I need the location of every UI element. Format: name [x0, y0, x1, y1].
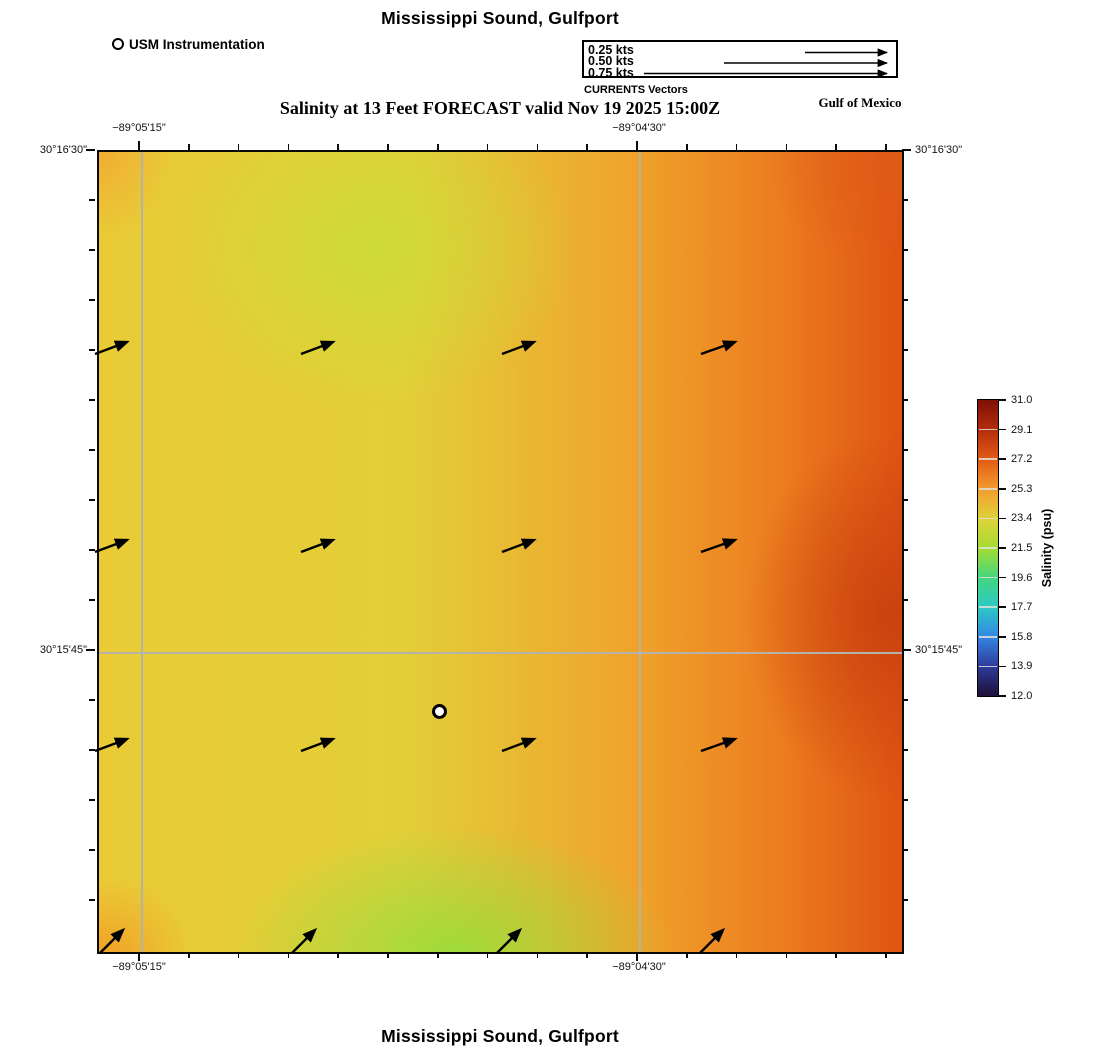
current-arrow: [94, 737, 130, 753]
current-vector-arrows: [94, 340, 738, 954]
axis-tick: [89, 249, 95, 251]
current-arrow: [700, 538, 738, 554]
colorbar-tick-label: 31.0: [1011, 394, 1033, 406]
colorbar-tick: [999, 458, 1006, 460]
axis-tick: [89, 299, 95, 301]
colorbar-tick: [999, 636, 1006, 638]
axis-tick: [89, 449, 95, 451]
legend-speed-050: 0.50 kts: [588, 54, 634, 69]
colorbar-tick-label: 19.6: [1011, 571, 1033, 584]
gridline-lat-1: [99, 652, 902, 654]
colorbar-tick: [999, 428, 1006, 431]
axis-tick: [86, 149, 95, 151]
colorbar-tick: [999, 399, 1006, 401]
current-arrow: [699, 927, 726, 954]
current-arrow: [496, 927, 523, 954]
axis-label-lon2-bottom: −89°04'30": [612, 961, 666, 973]
current-arrow: [501, 538, 537, 554]
axis-tick: [138, 141, 140, 150]
colorbar-tick-label: 27.2: [1011, 453, 1033, 466]
axis-tick: [89, 349, 95, 351]
current-arrow: [300, 737, 336, 753]
page-title: Mississippi Sound, Gulfport: [381, 8, 619, 28]
axis-label-lon1-bottom: −89°05'15": [112, 961, 166, 973]
footer-title: Mississippi Sound, Gulfport: [381, 1026, 619, 1046]
colorbar-tick: [999, 517, 1006, 520]
axis-tick: [89, 199, 95, 201]
legend-arrow-icons: [644, 48, 889, 76]
axis-tick: [89, 849, 95, 851]
current-arrow: [291, 927, 318, 954]
current-arrow: [94, 538, 130, 554]
axis-tick: [89, 799, 95, 801]
instrumentation-legend-label: USM Instrumentation: [129, 37, 265, 52]
current-arrow: [501, 340, 537, 356]
currents-vectors-caption: CURRENTS Vectors: [584, 84, 688, 96]
axis-tick: [89, 699, 95, 701]
current-arrow: [700, 340, 738, 356]
colorbar-tick-label: 25.3: [1011, 482, 1033, 495]
colorbar-tick-label: 23.4: [1011, 512, 1033, 525]
currents-legend-labels: 0.25 kts 0.50 kts 0.75 kts: [588, 43, 634, 80]
colorbar-tick: [999, 488, 1006, 490]
colorbar-level-line: [979, 576, 997, 579]
axis-label-lat2-left: 30°15'45": [39, 644, 87, 656]
current-arrow: [300, 340, 336, 356]
colorbar-level-line: [979, 636, 997, 638]
colorbar-level-line: [979, 606, 997, 608]
axis-label-lon2-top: −89°04'30": [612, 122, 666, 134]
current-arrow: [99, 927, 126, 954]
axis-label-lat1-right: 30°16'30": [915, 144, 963, 156]
current-arrow: [300, 538, 336, 554]
colorbar-tick-label: 17.7: [1011, 601, 1033, 614]
colorbar-title: Salinity (psu): [1040, 508, 1054, 588]
currents-legend-box: 0.25 kts 0.50 kts 0.75 kts: [582, 40, 898, 80]
axis-tick: [89, 599, 95, 601]
colorbar-level-line: [979, 428, 997, 431]
axis-tick: [86, 649, 95, 651]
axis-label-lat2-right: 30°15'45": [915, 644, 963, 656]
salinity-map: [94, 150, 904, 954]
gridline-lon-2: [639, 152, 641, 952]
colorbar-level-line: [979, 517, 997, 520]
current-arrow: [700, 737, 738, 753]
current-arrow: [94, 340, 130, 356]
usm-station-marker: [432, 704, 447, 719]
plot-subtitle: Salinity at 13 Feet FORECAST valid Nov 1…: [279, 98, 721, 118]
gulf-of-mexico-label: Gulf of Mexico: [818, 95, 902, 110]
gridline-lon-1: [141, 152, 143, 952]
station-circle-icon: [112, 38, 124, 50]
instrumentation-legend: USM Instrumentation: [112, 36, 265, 54]
colorbar-tick-label: 29.1: [1011, 423, 1033, 436]
axis-tick: [636, 141, 638, 150]
axis-label-lon1-top: −89°05'15": [112, 122, 166, 134]
legend-speed-025: 0.25 kts: [588, 43, 634, 57]
axis-tick: [89, 399, 95, 401]
colorbar-level-line: [979, 547, 997, 549]
colorbar-tick: [999, 665, 1006, 668]
axis-label-lat1-left: 30°16'30": [39, 144, 87, 156]
legend-speed-075: 0.75 kts: [588, 65, 634, 80]
colorbar-level-line: [979, 458, 997, 460]
colorbar-tick-label: 12.0: [1011, 690, 1033, 702]
colorbar-tick-label: 21.5: [1011, 542, 1033, 554]
colorbar-tick: [999, 576, 1006, 579]
axis-tick: [89, 749, 95, 751]
colorbar-level-line: [979, 488, 997, 490]
axis-tick: [89, 499, 95, 501]
colorbar-level-line: [979, 665, 997, 668]
axis-tick: [89, 549, 95, 551]
colorbar-tick-label: 15.8: [1011, 630, 1033, 643]
colorbar-tick: [999, 606, 1006, 608]
colorbar-tick: [999, 695, 1006, 697]
colorbar-tick-label: 13.9: [1011, 660, 1033, 673]
axis-tick: [89, 899, 95, 901]
current-arrow: [501, 737, 537, 753]
colorbar-tick: [999, 547, 1006, 549]
